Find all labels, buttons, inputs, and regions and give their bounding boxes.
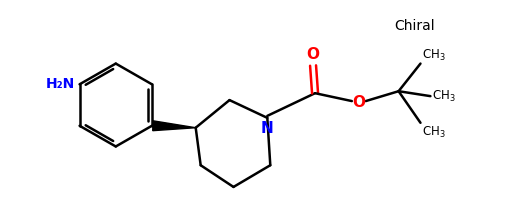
Text: CH$_3$: CH$_3$ — [433, 89, 456, 104]
Text: N: N — [261, 121, 274, 136]
Text: O: O — [307, 47, 319, 62]
Text: O: O — [352, 95, 366, 110]
Text: CH$_3$: CH$_3$ — [422, 125, 446, 140]
Polygon shape — [153, 121, 196, 131]
Text: CH$_3$: CH$_3$ — [422, 48, 446, 62]
Text: Chiral: Chiral — [394, 19, 435, 33]
Text: H₂N: H₂N — [46, 77, 75, 91]
